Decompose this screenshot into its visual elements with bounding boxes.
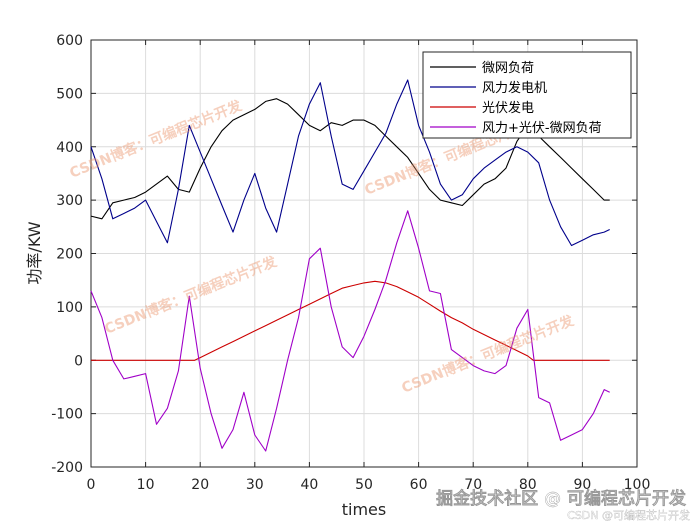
y-tick-label: 600 [56, 33, 83, 49]
x-tick-label: 70 [464, 477, 482, 493]
axis-ticks: 0 10 20 30 40 50 60 70 80 90 100 -200 -100 0 100 200 300… [51, 33, 650, 493]
series-line-3 [91, 280, 610, 361]
x-tick-label: 0 [87, 477, 96, 493]
watermark-footer: CSDN @可编程芯片开发 [567, 508, 690, 522]
legend-label-2: 风力发电机 [482, 80, 547, 96]
x-tick-label: 80 [519, 477, 537, 493]
x-tick-label: 90 [573, 477, 591, 493]
x-axis-label: times [342, 500, 386, 519]
y-tick-label: 0 [74, 353, 83, 369]
y-tick-label: 200 [56, 247, 83, 263]
x-tick-label: 60 [410, 477, 428, 493]
legend-label-4: 风力+光伏-微网负荷 [482, 121, 602, 136]
x-tick-label: 20 [191, 477, 209, 493]
y-tick-label: -100 [51, 407, 83, 423]
x-tick-label: 30 [246, 477, 264, 493]
y-tick-label: 300 [56, 193, 83, 209]
y-tick-label: 500 [56, 86, 83, 102]
y-tick-label: -200 [51, 460, 83, 476]
y-tick-label: 400 [56, 140, 83, 156]
y-tick-label: 100 [56, 300, 83, 316]
x-tick-label: 40 [300, 477, 318, 493]
series-line-2 [90, 79, 610, 247]
x-tick-label: 50 [355, 477, 373, 493]
legend-label-3: 光伏发电 [482, 100, 534, 116]
legend-label-1: 微网负荷 [482, 61, 534, 76]
x-tick-label: 100 [624, 477, 651, 493]
series-line-4 [90, 210, 610, 452]
watermark-juejin: 掘金技术社区 @ 可编程芯片开发 [436, 488, 687, 509]
x-tick-label: 10 [137, 477, 155, 493]
legend-box [422, 51, 632, 139]
y-axis-label: 功率/KW [25, 221, 44, 284]
